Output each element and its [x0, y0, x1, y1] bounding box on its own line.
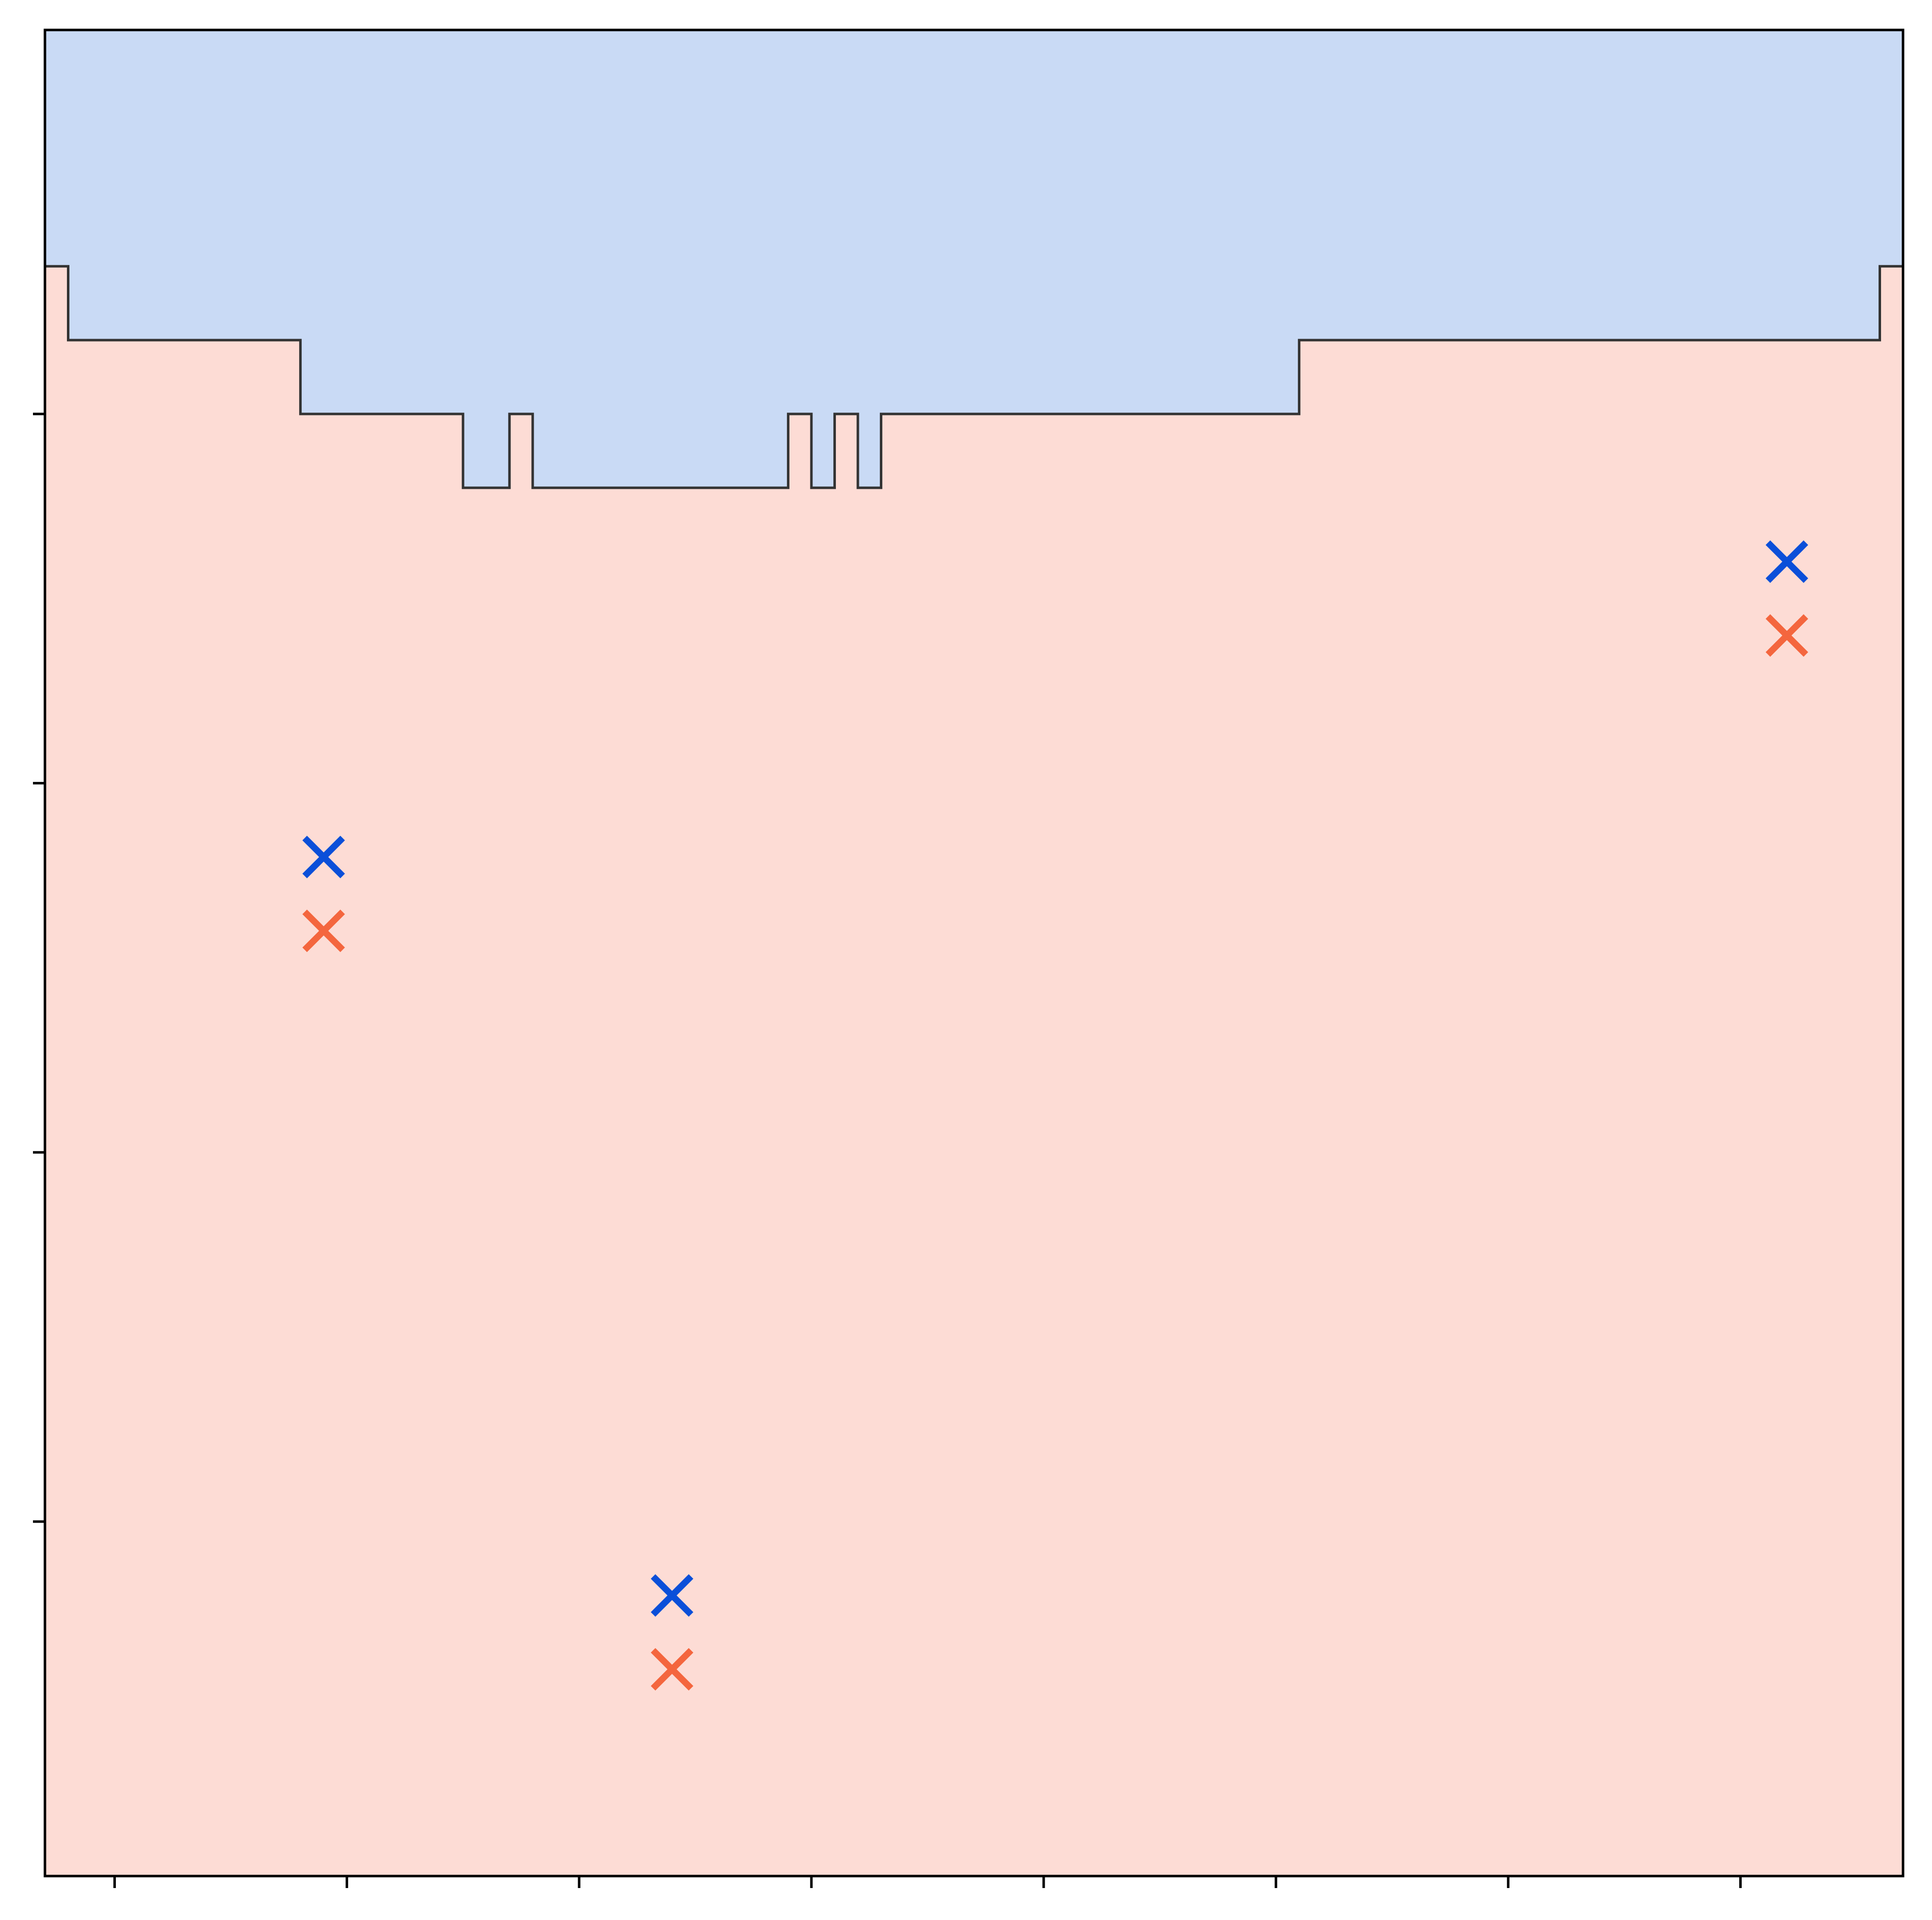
axes [33, 28, 1905, 1888]
decision-regions [45, 30, 1903, 1876]
point-marker-s0-1 [651, 1574, 694, 1617]
marker-stroke [651, 1648, 694, 1691]
marker-stroke [1765, 614, 1809, 657]
point-marker-s0-0 [302, 835, 345, 878]
decision-boundary [45, 265, 1903, 489]
marker-stroke [1765, 540, 1809, 583]
marker-stroke [651, 1574, 694, 1617]
point-marker-s1-2 [1765, 614, 1809, 657]
scatter-points [302, 540, 1809, 1691]
marker-stroke [302, 909, 345, 952]
point-marker-s0-2 [1765, 540, 1809, 583]
boundary-line [45, 265, 1903, 489]
point-marker-s1-1 [651, 1648, 694, 1691]
plot-frame [43, 28, 1905, 1878]
upper-region [45, 30, 1903, 488]
marker-stroke [302, 835, 345, 878]
point-marker-s1-0 [302, 909, 345, 952]
